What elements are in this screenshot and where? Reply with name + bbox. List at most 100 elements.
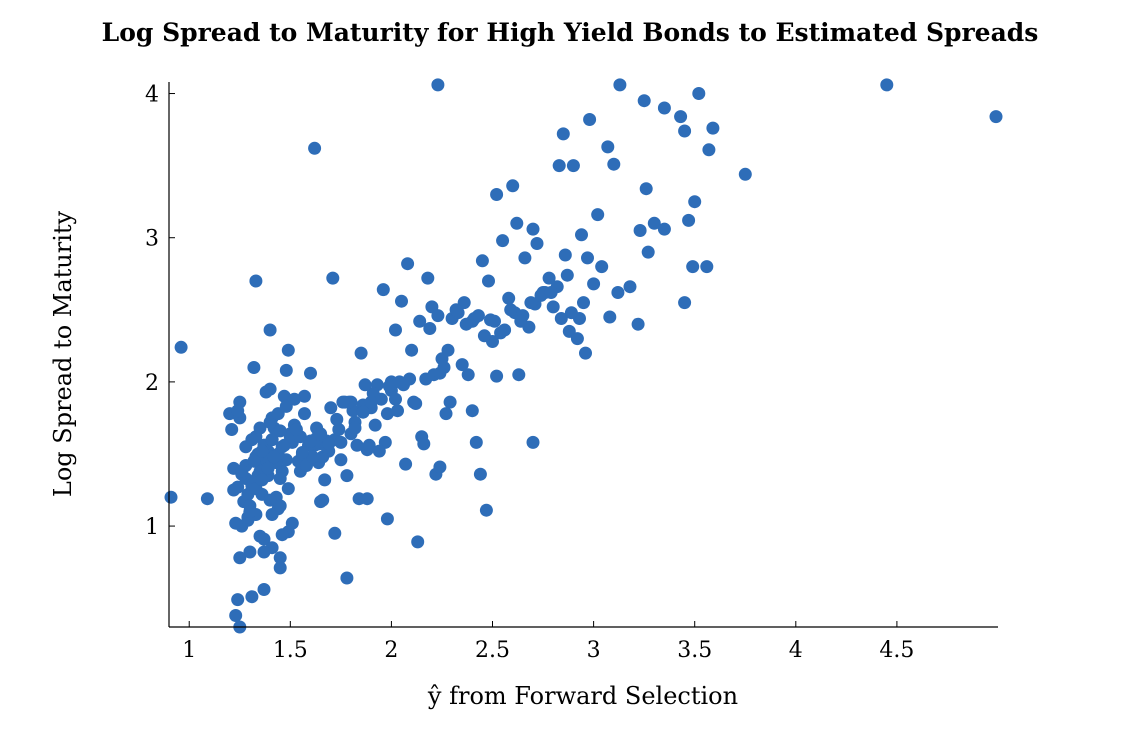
data-point [526, 222, 540, 236]
x-tick-label: 3 [587, 638, 601, 663]
data-point [405, 343, 419, 357]
data-point [364, 395, 378, 409]
data-point [431, 309, 445, 323]
y-tick-label: 2 [145, 371, 159, 396]
data-point [678, 124, 692, 138]
data-point [544, 286, 558, 299]
data-point [459, 317, 473, 331]
data-point [389, 323, 402, 337]
data-point [611, 286, 625, 299]
data-point [526, 435, 540, 449]
data-point [261, 461, 275, 475]
data-point [433, 460, 447, 474]
data-point [482, 274, 495, 288]
data-point [227, 483, 241, 497]
data-point [496, 234, 510, 248]
data-point [306, 450, 320, 464]
data-point [231, 404, 245, 418]
data-point [380, 407, 394, 421]
data-point [200, 492, 214, 506]
data-point [439, 407, 453, 421]
data-point [475, 254, 489, 268]
data-point [358, 378, 372, 392]
y-axis-label: Log Spread to Maturity [49, 210, 77, 497]
data-point [273, 561, 287, 575]
data-point [253, 529, 267, 543]
data-point [393, 375, 406, 389]
data-point [247, 454, 261, 468]
data-point [174, 340, 188, 354]
data-point [265, 508, 279, 521]
data-point [678, 296, 692, 310]
data-point [360, 492, 374, 506]
data-point [391, 404, 404, 418]
data-point [607, 157, 621, 171]
data-point [417, 437, 431, 451]
data-point [334, 453, 348, 467]
data-point [231, 593, 245, 607]
data-point [399, 457, 413, 471]
data-point [443, 395, 457, 409]
data-point [560, 268, 574, 282]
x-tick-label: 4 [789, 638, 803, 663]
data-point [421, 271, 435, 285]
data-point [510, 216, 524, 230]
data-point [657, 222, 671, 236]
y-tick-label: 3 [145, 227, 159, 252]
data-point [372, 444, 386, 458]
data-point [613, 78, 627, 92]
data-point [524, 296, 538, 310]
data-point [603, 310, 617, 324]
axes-layer [168, 82, 998, 628]
data-point [380, 512, 394, 526]
data-point [350, 438, 364, 452]
data-point [326, 271, 340, 285]
data-point [263, 382, 277, 396]
data-point [455, 358, 469, 372]
x-tick-label: 2 [384, 638, 398, 663]
data-point [477, 329, 491, 343]
data-point [263, 323, 277, 337]
data-point [702, 143, 716, 157]
data-point [247, 361, 261, 374]
data-point [281, 482, 295, 496]
data-point [298, 389, 311, 403]
data-point [504, 303, 518, 317]
x-tick-label: 4.5 [879, 638, 914, 663]
data-point [989, 110, 1003, 124]
data-point [587, 277, 601, 291]
data-point [595, 260, 609, 274]
points-layer [164, 78, 1003, 634]
data-point [647, 216, 661, 230]
data-point [484, 313, 497, 327]
chart-title: Log Spread to Maturity for High Yield Bo… [101, 18, 1039, 47]
data-point [336, 395, 350, 409]
data-point [431, 78, 445, 92]
y-tick-label: 1 [145, 515, 159, 540]
data-point [257, 583, 271, 596]
data-point [575, 228, 588, 242]
data-point [692, 87, 706, 100]
data-point [558, 248, 572, 262]
data-point [413, 314, 427, 328]
data-point [471, 309, 485, 323]
x-ticks: 1 1.5 2 2.5 3 3.5 4 4.5 [182, 621, 914, 663]
data-point [577, 296, 590, 310]
data-point [479, 503, 493, 517]
data-point [273, 424, 287, 438]
data-point [490, 188, 504, 201]
data-point [631, 317, 645, 331]
data-point [570, 332, 584, 346]
x-tick-label: 1 [182, 638, 196, 663]
data-point [233, 551, 247, 565]
data-point [322, 437, 336, 451]
data-point [423, 322, 437, 335]
data-point [706, 121, 720, 135]
data-point [273, 472, 287, 485]
data-point [318, 473, 332, 487]
data-point [601, 140, 615, 154]
data-point [469, 435, 483, 449]
data-point [376, 283, 390, 297]
data-point [164, 490, 178, 504]
